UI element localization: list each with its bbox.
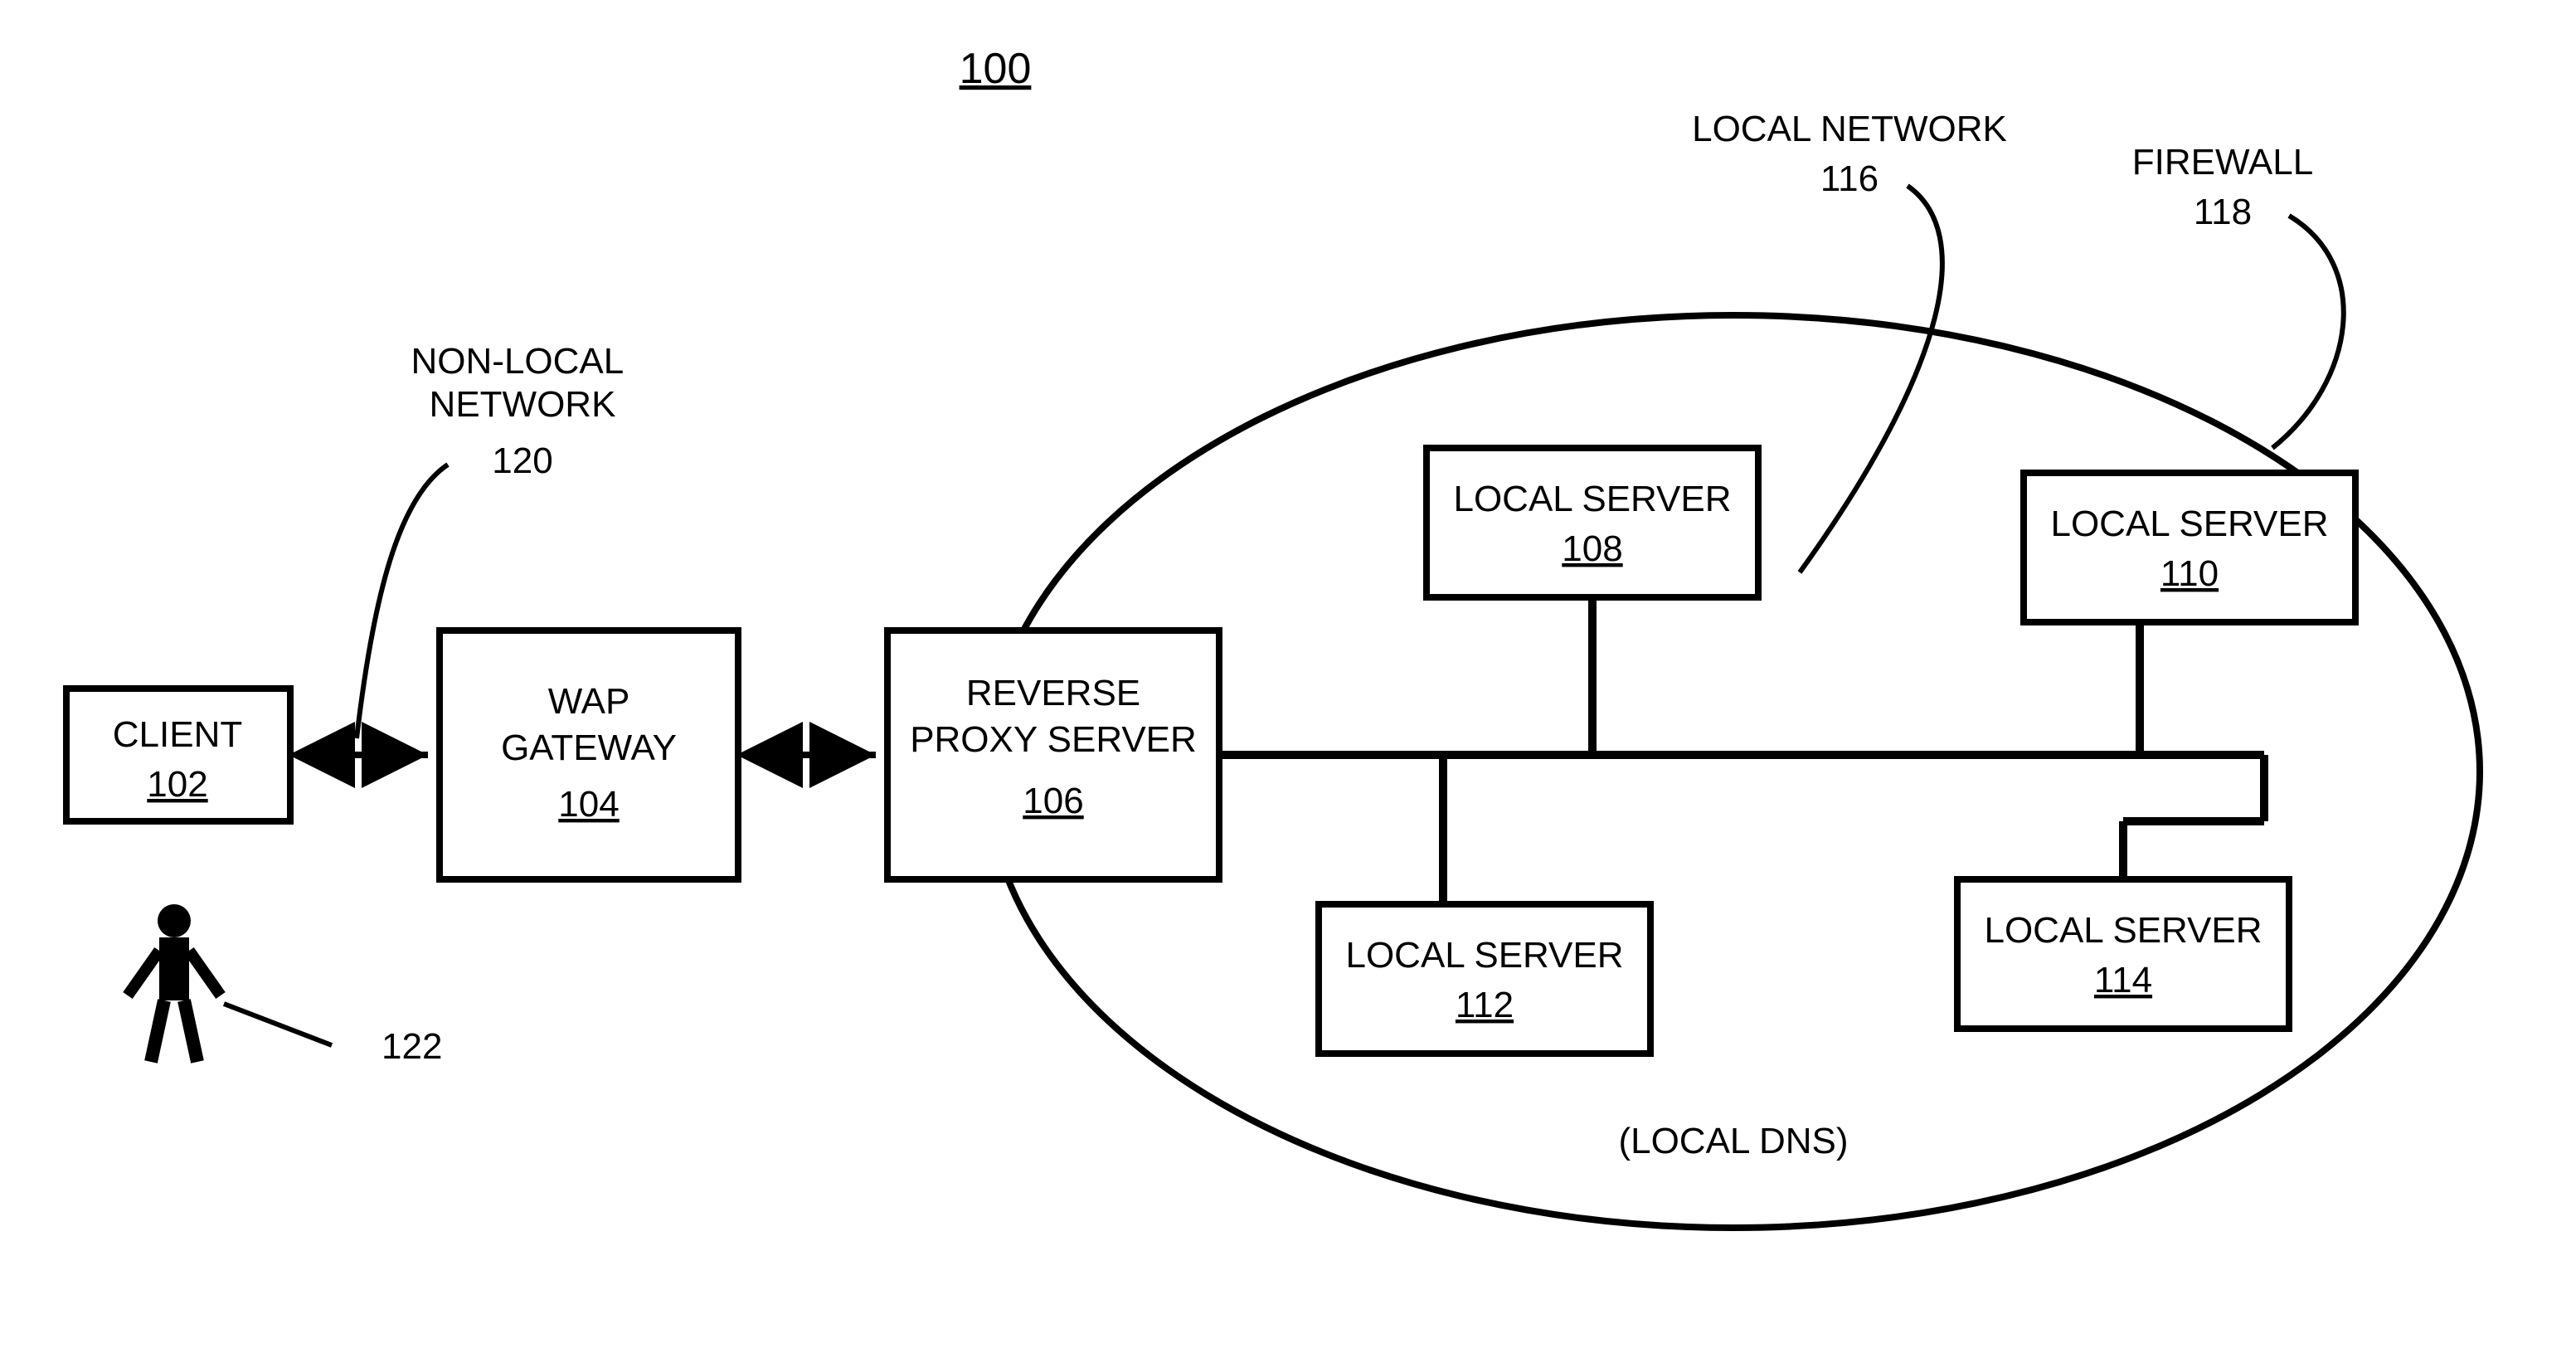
local-network-label: LOCAL NETWORK [1692, 109, 2007, 149]
firewall-label: FIREWALL [2132, 142, 2313, 183]
client-node: CLIENT 102 [66, 689, 290, 821]
svg-text:LOCAL SERVER: LOCAL SERVER [1453, 479, 1731, 519]
svg-text:REVERSE: REVERSE [966, 673, 1140, 713]
non-local-network-ref: 120 [492, 440, 552, 481]
wap-l2: GATEWAY [501, 728, 677, 768]
ls108-node: LOCAL SERVER 108 [1427, 448, 1758, 597]
firewall-ref: 118 [2194, 192, 2252, 232]
local-network-ref: 116 [1820, 158, 1879, 199]
svg-text:LOCAL SERVER: LOCAL SERVER [2050, 504, 2328, 544]
nln-line2: NETWORK [430, 384, 616, 425]
svg-text:PROXY SERVER: PROXY SERVER [910, 719, 1197, 760]
svg-text:110: 110 [2160, 553, 2219, 594]
client-ref: 102 [147, 764, 207, 805]
local-dns-label: (LOCAL DNS) [1618, 1121, 1848, 1161]
user-ref: 122 [382, 1026, 442, 1067]
non-local-network-leader [357, 465, 448, 738]
firewall-leader [2272, 216, 2344, 448]
client-label: CLIENT [113, 714, 242, 755]
ls114-node: LOCAL SERVER 114 [1957, 879, 2289, 1029]
ls110-node: LOCAL SERVER 110 [2024, 473, 2355, 622]
svg-text:114: 114 [2094, 960, 2152, 1000]
ls112-node: LOCAL SERVER 112 [1319, 904, 1650, 1054]
svg-text:LOCAL SERVER: LOCAL SERVER [1345, 935, 1623, 976]
non-local-network-label: NON-LOCAL NETWORK [411, 341, 634, 425]
rproxy-node: REVERSE PROXY SERVER 106 [887, 630, 1219, 879]
person-icon [128, 904, 221, 1062]
figure-ref: 100 [960, 45, 1032, 93]
svg-text:LOCAL SERVER: LOCAL SERVER [1984, 910, 2262, 951]
svg-text:112: 112 [1456, 985, 1514, 1025]
local-network-leader [1800, 186, 1942, 572]
wap-ref: 104 [558, 784, 619, 825]
network-diagram: 100 LOCAL NETWORK 116 FIREWALL 118 NON-L… [0, 0, 2576, 1357]
wap-l1: WAP [548, 681, 630, 722]
rproxy-ref: 106 [1023, 781, 1083, 821]
user-leader [224, 1004, 332, 1045]
wap-node: WAP GATEWAY 104 [440, 630, 738, 879]
svg-text:108: 108 [1562, 528, 1622, 569]
nln-line1: NON-LOCAL [411, 341, 625, 382]
